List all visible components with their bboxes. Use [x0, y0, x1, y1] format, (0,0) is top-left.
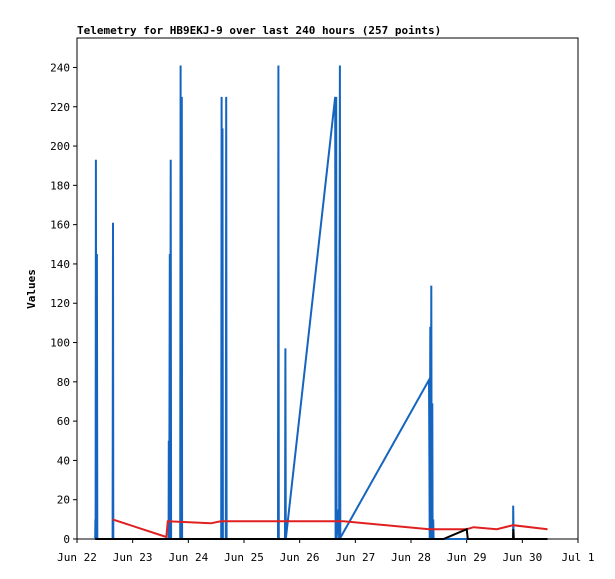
series-line-3	[95, 527, 548, 540]
y-tick-label: 240	[50, 61, 70, 74]
x-tick-label: Jun 30	[502, 551, 542, 564]
x-tick-label: Jun 24	[168, 551, 208, 564]
y-tick-label: 0	[63, 533, 70, 546]
y-axis-label: Values	[25, 269, 38, 309]
series-group	[94, 65, 548, 540]
x-tick-label: Jun 29	[447, 551, 487, 564]
series-line-2	[112, 518, 548, 539]
y-tick-label: 20	[57, 494, 70, 507]
y-tick-label: 80	[57, 376, 70, 389]
x-axis: Jun 22 Jun 23 Jun 24 Jun 25 Jun 26 Jun 27 Jun …	[57, 539, 595, 564]
x-tick-label: Jun 27	[335, 551, 375, 564]
x-tick-label: Jun 26	[280, 551, 320, 564]
chart-title: Telemetry for HB9EKJ-9 over last 240 hou…	[77, 24, 441, 37]
x-tick-label: Jun 22	[57, 551, 97, 564]
plot-frame	[76, 37, 579, 540]
y-tick-label: 40	[57, 454, 70, 467]
y-tick-label: 120	[50, 297, 70, 310]
x-tick-label: Jun 25	[224, 551, 264, 564]
series-line-1	[94, 65, 548, 540]
y-tick-label: 220	[50, 101, 70, 114]
x-tick-label: Jul 1	[561, 551, 594, 564]
y-tick-label: 100	[50, 337, 70, 350]
y-tick-label: 160	[50, 219, 70, 232]
x-tick-label: Jun 23	[113, 551, 153, 564]
y-axis: 0 20 40 60 80 100 120 140 160 180 200 220 240	[50, 61, 77, 546]
y-tick-label: 60	[57, 415, 70, 428]
y-tick-label: 140	[50, 258, 70, 271]
y-tick-label: 180	[50, 179, 70, 192]
x-tick-label: Jun 28	[391, 551, 431, 564]
y-tick-label: 200	[50, 140, 70, 153]
